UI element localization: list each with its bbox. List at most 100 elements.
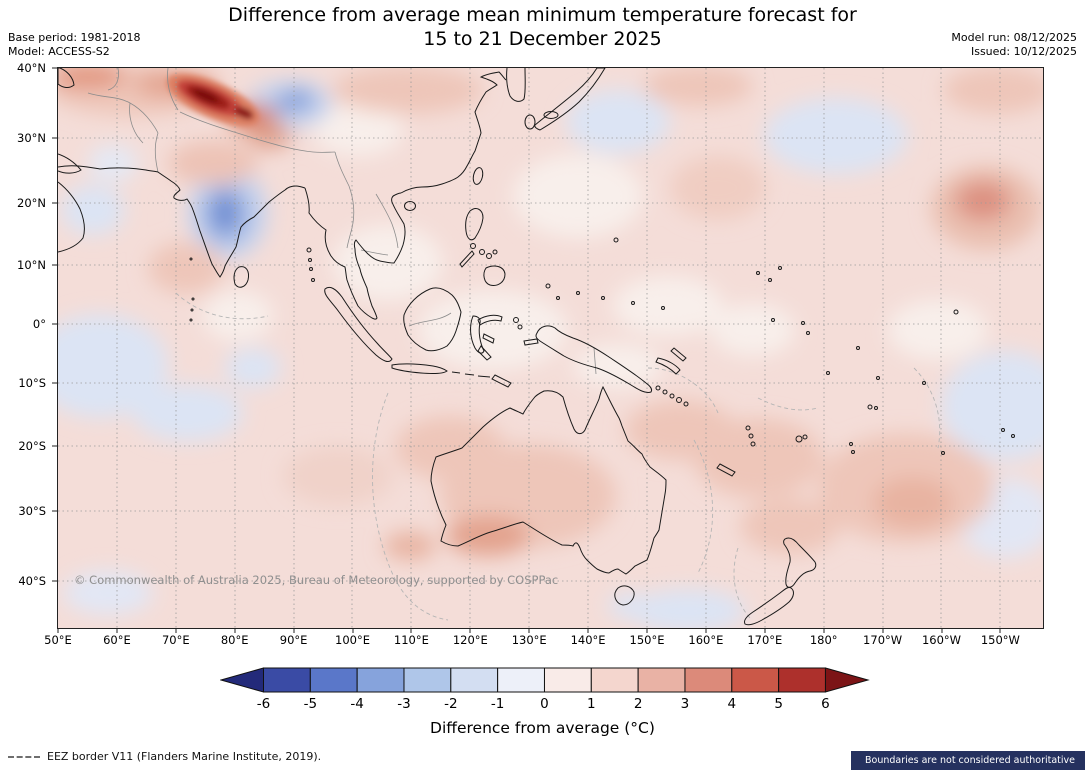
x-axis-label: 80°E	[220, 633, 249, 647]
colorbar-tick-label: -6	[256, 696, 271, 712]
x-axis: 50°E 60°E 70°E 80°E 90°E 100°E 110°E 120°E 130°E…	[44, 633, 1043, 649]
colorbar-segment	[590, 667, 639, 693]
colorbar-segment	[309, 667, 358, 693]
x-axis-tickmark	[882, 629, 884, 633]
x-axis-label: 150°W	[980, 633, 1020, 647]
colorbar-tick-label: -5	[303, 696, 318, 712]
x-axis-label: 170°W	[863, 633, 903, 647]
colorbar-tick-label: -1	[490, 696, 505, 712]
x-axis-label: 60°E	[103, 633, 131, 647]
x-axis-tickmark	[352, 629, 353, 633]
x-axis-tickmark	[587, 629, 589, 633]
y-axis-label: 30°S	[18, 504, 46, 518]
y-axis-tickmark	[52, 445, 57, 447]
x-axis-label: 90°E	[279, 633, 308, 647]
colorbar-tick-label: 3	[680, 696, 690, 712]
colorbar-arrow-left	[219, 667, 264, 693]
page-title-line1: Difference from average mean minimum tem…	[228, 4, 857, 26]
x-axis-tickmark	[234, 629, 236, 633]
colorbar-segment	[497, 667, 545, 693]
colorbar-segment	[778, 667, 826, 693]
x-axis-tickmark	[469, 629, 471, 633]
base-period-label: Base period: 1981-2018	[8, 31, 141, 44]
x-axis-label: 140°E	[570, 633, 606, 647]
colorbar-tick-label: 2	[633, 696, 643, 712]
coastlines	[58, 68, 1015, 626]
x-axis-tickmark	[764, 629, 766, 633]
y-axis-label: 0°	[32, 317, 46, 331]
x-axis-label: 120°E	[452, 633, 488, 647]
colorbar-segment	[403, 667, 452, 693]
copyright-watermark: © Commonwealth of Australia 2025, Bureau…	[74, 573, 559, 587]
x-axis-label: 180°	[809, 633, 838, 647]
y-axis-tickmark	[52, 382, 57, 384]
colorbar-segment	[684, 667, 733, 693]
issued-label: Issued: 10/12/2025	[970, 45, 1077, 58]
y-axis-label: 20°N	[17, 196, 46, 210]
colorbar-tick-label: -3	[397, 696, 411, 712]
x-axis-label: 50°E	[44, 633, 72, 647]
y-axis-label: 10°S	[18, 376, 46, 390]
colorbar-svg	[219, 667, 870, 693]
x-axis-tickmark	[410, 629, 412, 633]
eez-legend: EEZ border V11 (Flanders Marine Institut…	[8, 750, 321, 763]
x-axis-tickmark	[941, 629, 942, 633]
page-title: Difference from average mean minimum tem…	[0, 3, 1085, 51]
disclaimer-badge: Boundaries are not considered authoritat…	[851, 751, 1085, 770]
colorbar-tick-labels: -6 -5 -4 -3 -2 -1 0 1 2 3 4 5 6	[220, 696, 870, 712]
map-canvas: © Commonwealth of Australia 2025, Bureau…	[57, 67, 1044, 629]
colorbar-tick-label: 5	[774, 696, 783, 712]
x-axis-tickmark	[999, 629, 1001, 633]
eez-borders	[175, 292, 941, 621]
x-axis-tickmark	[293, 629, 295, 633]
x-axis-label: 70°E	[161, 633, 190, 647]
himalaya-warm-anomaly	[166, 73, 260, 127]
x-axis-label: 160°E	[688, 633, 724, 647]
colorbar-tick-label: 6	[821, 696, 830, 712]
y-axis-label: 40°N	[17, 61, 46, 75]
x-axis-label: 170°E	[747, 633, 783, 647]
page-title-line2: 15 to 21 December 2025	[423, 28, 662, 50]
x-axis-tickmark	[175, 629, 177, 633]
model-label: Model: ACCESS-S2	[8, 45, 110, 58]
x-axis-tickmark	[705, 629, 707, 633]
colorbar-tick-label: 0	[540, 696, 549, 712]
y-axis: 40°N 30°N 20°N 10°N 0° 10°S 20°S 30°S 40°S	[0, 61, 52, 630]
colorbar-segment	[450, 667, 499, 693]
y-axis-tickmark	[52, 323, 57, 325]
x-axis-tickmark	[823, 629, 825, 633]
x-axis-tickmark	[116, 629, 118, 633]
colorbar-segment	[356, 667, 405, 693]
colorbar-tick-label: 1	[587, 696, 596, 712]
colorbar-segment	[263, 667, 311, 693]
y-axis-label: 10°N	[17, 258, 46, 272]
meta-right: Model run: 08/12/2025 Issued: 10/12/2025	[951, 31, 1077, 59]
x-axis-label: 160°W	[921, 633, 962, 647]
x-axis-label: 150°E	[629, 633, 665, 647]
eez-legend-label: EEZ border V11 (Flanders Marine Institut…	[47, 750, 322, 763]
y-axis-label: 30°N	[17, 131, 46, 145]
colorbar-segment	[637, 667, 686, 693]
colorbar	[219, 667, 870, 693]
colorbar-tick-label: 4	[727, 696, 737, 712]
x-axis-tickmark	[646, 629, 648, 633]
colorbar-segment	[543, 667, 592, 693]
x-axis-label: 110°E	[393, 633, 429, 647]
y-axis-label: 40°S	[18, 574, 46, 588]
anomaly-field	[58, 68, 1043, 628]
graticule	[58, 68, 1043, 628]
meta-left: Base period: 1981-2018 Model: ACCESS-S2	[8, 31, 140, 59]
y-axis-tickmark	[52, 202, 57, 204]
x-axis-tickmark	[528, 629, 530, 633]
colorbar-segment	[731, 667, 780, 693]
colorbar-title: Difference from average (°C)	[430, 719, 655, 737]
y-axis-tickmark	[52, 580, 57, 582]
map-svg	[58, 68, 1043, 628]
x-axis-tickmark	[57, 629, 59, 633]
colorbar-tick-label: -4	[350, 696, 364, 712]
y-axis-tickmark	[52, 510, 57, 512]
colorbar-arrow-right	[824, 667, 870, 693]
colorbar-tick-label: -2	[444, 696, 458, 712]
eez-dashed-line-icon	[8, 755, 40, 758]
y-axis-tickmark	[52, 67, 57, 69]
